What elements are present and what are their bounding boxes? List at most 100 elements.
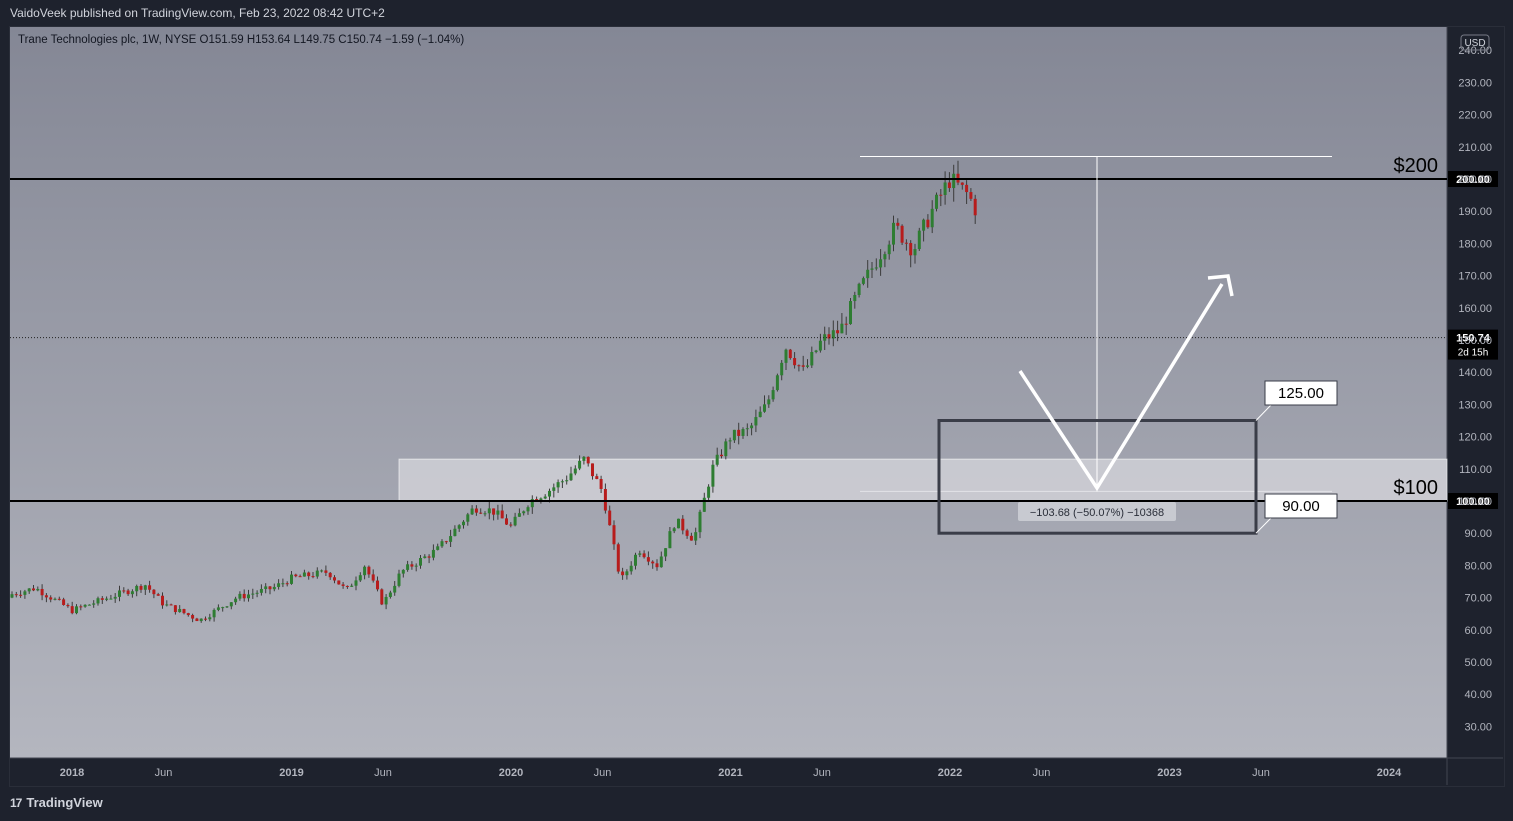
measure-label-bg xyxy=(1018,502,1176,521)
x-tick-label: 2021 xyxy=(718,767,742,779)
currency-label: USD xyxy=(1464,38,1485,49)
axis-level-badge xyxy=(1448,493,1498,509)
candle-body xyxy=(96,598,100,604)
candle-body xyxy=(487,508,491,514)
chart-background xyxy=(10,27,1447,758)
candle-body xyxy=(169,604,173,606)
candle-body xyxy=(634,554,637,566)
candle-body xyxy=(505,518,508,525)
y-tick-label: 230.00 xyxy=(1458,77,1492,89)
candle-body xyxy=(892,222,895,245)
candle-body xyxy=(616,544,620,572)
candle-body xyxy=(410,564,414,567)
candle-body xyxy=(212,609,216,618)
candle-body xyxy=(582,456,586,461)
candle-body xyxy=(354,580,358,586)
candle-body xyxy=(182,609,186,614)
candle-body xyxy=(707,486,711,498)
y-tick-label: 60.00 xyxy=(1464,625,1492,637)
candle-body xyxy=(621,571,625,576)
y-tick-label: 180.00 xyxy=(1458,238,1492,250)
candle-body xyxy=(793,358,797,366)
candle-body xyxy=(251,593,255,595)
candle-body xyxy=(130,591,134,595)
candle-body xyxy=(952,173,956,189)
candle-body xyxy=(775,375,779,391)
candle-body xyxy=(651,561,655,564)
candle-body xyxy=(333,577,336,581)
candle-body xyxy=(896,222,900,226)
callout-pointer xyxy=(1255,404,1272,421)
candle-body xyxy=(36,588,40,591)
candle-body xyxy=(965,184,969,193)
candle-body xyxy=(376,580,379,590)
candle-body xyxy=(83,604,87,607)
y-tick-label: 80.00 xyxy=(1464,560,1492,572)
candle-body xyxy=(10,594,14,598)
candle-body xyxy=(302,572,306,577)
target-box[interactable] xyxy=(937,419,1258,535)
candle-body xyxy=(947,182,951,189)
candle-body xyxy=(70,606,74,614)
projection-path[interactable] xyxy=(1018,283,1224,492)
candle-body xyxy=(186,613,190,616)
current-price-badge xyxy=(1448,329,1498,360)
candle-body xyxy=(922,219,926,231)
candle-body xyxy=(560,481,564,483)
candle-body xyxy=(741,429,745,436)
callout-box[interactable] xyxy=(1264,380,1338,406)
y-tick-label: 150.00 xyxy=(1458,335,1492,347)
candle-body xyxy=(960,182,964,185)
tradingview-brand[interactable]: 17 TradingView xyxy=(10,795,103,810)
candle-body xyxy=(161,595,164,606)
candle-body xyxy=(298,576,302,578)
candle-body xyxy=(526,507,530,512)
chart-frame xyxy=(9,26,1505,787)
candle-body xyxy=(204,618,207,620)
candle-body xyxy=(492,508,496,515)
symbol-legend: Trane Technologies plc, 1W, NYSE O151.59… xyxy=(18,34,465,46)
candle-body xyxy=(917,230,921,250)
x-tick-label: Jun xyxy=(374,767,392,779)
candle-body xyxy=(866,269,870,279)
x-tick-label: Jun xyxy=(594,767,612,779)
candle-body xyxy=(126,590,130,595)
x-tick-label: 2024 xyxy=(1377,767,1402,779)
x-tick-label: 2023 xyxy=(1157,767,1181,779)
candle-body xyxy=(664,548,668,557)
y-tick-label: 70.00 xyxy=(1464,593,1492,605)
y-tick-label: 140.00 xyxy=(1458,367,1492,379)
candle-body xyxy=(659,556,663,568)
candle-body xyxy=(384,596,388,605)
y-tick-label: 100.00 xyxy=(1458,496,1492,508)
candle-body xyxy=(591,463,594,477)
candle-body xyxy=(431,549,435,558)
x-tick-label: 2019 xyxy=(279,767,303,779)
candle-body xyxy=(414,565,418,567)
candle-body xyxy=(831,330,835,339)
candle-body xyxy=(870,268,874,270)
candle-body xyxy=(247,594,250,599)
candle-body xyxy=(608,510,612,526)
y-tick-label: 110.00 xyxy=(1459,464,1492,476)
x-tick-label: 2020 xyxy=(499,767,523,779)
candle-body xyxy=(685,530,689,536)
candle-body xyxy=(681,518,685,531)
candle-body xyxy=(625,571,629,576)
candle-body xyxy=(694,532,698,541)
level-label: $200 xyxy=(1394,155,1439,177)
candle-body xyxy=(419,558,422,566)
candle-body xyxy=(861,278,865,284)
candle-body xyxy=(909,243,913,256)
candle-body xyxy=(27,588,31,592)
currency-badge[interactable] xyxy=(1460,34,1490,51)
candle-body xyxy=(522,511,526,514)
callout-box[interactable] xyxy=(1264,493,1338,519)
candle-body xyxy=(234,598,238,603)
candle-body xyxy=(453,528,457,537)
projection-arrowhead-icon xyxy=(1207,274,1234,297)
candle-body xyxy=(806,365,809,367)
candle-body xyxy=(857,283,861,295)
candle-body xyxy=(92,603,96,605)
